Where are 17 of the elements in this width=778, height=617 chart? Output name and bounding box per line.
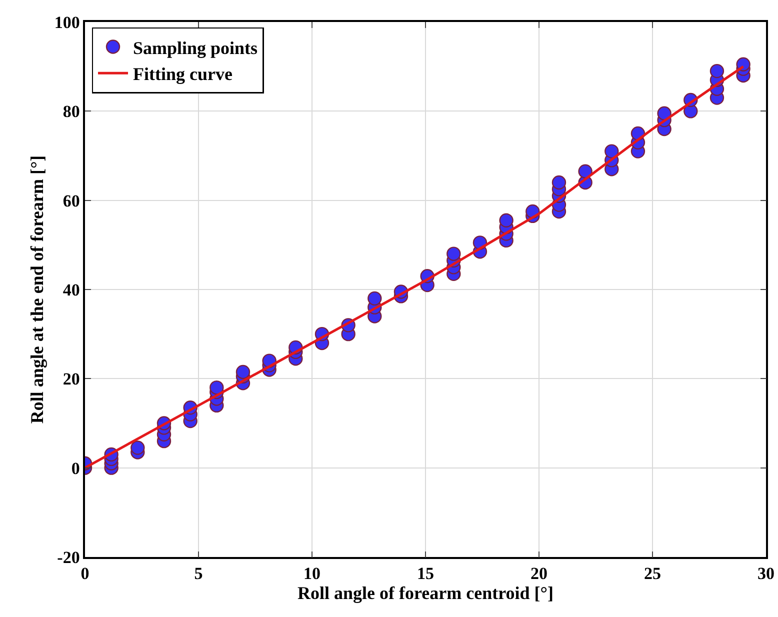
y-axis-title: Roll angle at the end of forearm [°] (27, 155, 48, 424)
legend-label: Sampling points (133, 38, 258, 58)
y-tick-label: 80 (62, 102, 80, 122)
x-tick-label: 25 (644, 564, 661, 584)
y-tick-label: 0 (71, 458, 80, 478)
x-tick-label: 20 (530, 564, 548, 584)
y-tick-label: 60 (62, 191, 80, 210)
x-tick-label: 10 (304, 564, 320, 584)
x-tick-label: 30 (758, 564, 774, 584)
x-tick-label: 15 (417, 564, 434, 584)
x-axis-title: Roll angle of forearm centroid [°] (298, 583, 554, 604)
y-tick-label: 40 (62, 280, 80, 300)
y-tick-label: 100 (54, 12, 80, 32)
legend-label: Fitting curve (133, 64, 232, 84)
y-tick-label: -20 (57, 548, 80, 567)
x-tick-label: 5 (194, 564, 203, 584)
y-tick-label: 20 (62, 370, 80, 389)
